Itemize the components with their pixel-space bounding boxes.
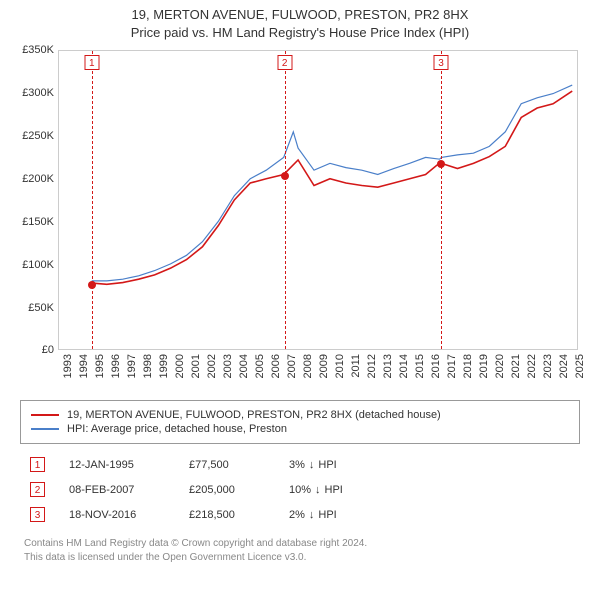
sale-hpi-suffix: HPI [318,459,336,471]
x-tick-label: 2014 [398,354,410,378]
x-tick-label: 1997 [126,354,138,378]
chart-title-block: 19, MERTON AVENUE, FULWOOD, PRESTON, PR2… [0,0,600,44]
sale-marker-box: 1 [84,55,99,70]
sale-price: £77,500 [189,459,289,471]
sale-marker-dot [437,160,445,168]
x-tick-label: 2010 [334,354,346,378]
sale-marker-vline [441,51,442,349]
legend-swatch [31,414,59,416]
x-tick-label: 2017 [446,354,458,378]
legend-box: 19, MERTON AVENUE, FULWOOD, PRESTON, PR2… [20,400,580,444]
sale-hpi-pct: 3% [289,459,305,471]
plot-area: 1 2 3 [58,50,578,350]
legend-item: 19, MERTON AVENUE, FULWOOD, PRESTON, PR2… [31,409,569,421]
sale-marker-box: 2 [277,55,292,70]
x-tick-label: 2020 [494,354,506,378]
x-tick-label: 2002 [206,354,218,378]
x-tick-label: 2001 [190,354,202,378]
sale-price: £218,500 [189,509,289,521]
sale-price: £205,000 [189,484,289,496]
arrow-down-icon: ↓ [309,509,315,521]
x-tick-label: 2012 [366,354,378,378]
footer-line-1: Contains HM Land Registry data © Crown c… [24,537,576,551]
legend-label: HPI: Average price, detached house, Pres… [67,423,287,435]
x-tick-label: 2003 [222,354,234,378]
x-tick-label: 2013 [382,354,394,378]
y-tick-label: £150K [10,216,54,228]
arrow-down-icon: ↓ [309,459,315,471]
x-tick-label: 1996 [110,354,122,378]
title-line-2: Price paid vs. HM Land Registry's House … [4,24,596,42]
x-tick-label: 2025 [574,354,586,378]
x-tick-label: 1999 [158,354,170,378]
x-tick-label: 2005 [254,354,266,378]
x-tick-label: 2023 [542,354,554,378]
x-tick-label: 1993 [62,354,74,378]
legend-item: HPI: Average price, detached house, Pres… [31,423,569,435]
sales-row: 2 08-FEB-2007£205,00010% ↓ HPI [20,477,580,502]
sale-date: 12-JAN-1995 [69,459,189,471]
title-line-1: 19, MERTON AVENUE, FULWOOD, PRESTON, PR2… [4,6,596,24]
y-tick-label: £250K [10,130,54,142]
sales-row: 3 18-NOV-2016£218,5002% ↓HPI [20,502,580,527]
footer-attribution: Contains HM Land Registry data © Crown c… [20,537,580,564]
sale-hpi-suffix: HPI [318,509,336,521]
sale-number-box: 1 [30,457,45,472]
series-line-hpi [92,85,573,281]
y-tick-label: £100K [10,259,54,271]
x-tick-label: 2009 [318,354,330,378]
y-tick-label: £50K [10,302,54,314]
sales-table: 112-JAN-1995£77,5003%↓HPI208-FEB-2007£20… [20,452,580,527]
legend-label: 19, MERTON AVENUE, FULWOOD, PRESTON, PR2… [67,409,441,421]
y-tick-label: £200K [10,173,54,185]
sales-row: 1 12-JAN-1995£77,5003% ↓HPI [20,452,580,477]
x-tick-label: 2015 [414,354,426,378]
x-tick-label: 2024 [558,354,570,378]
y-tick-label: £0 [10,344,54,356]
sale-number-box: 2 [30,482,45,497]
sale-number-box: 3 [30,507,45,522]
series-line-property [92,91,573,284]
sale-marker-vline [285,51,286,349]
sale-hpi-diff: 10% ↓ HPI [289,484,429,496]
sale-marker-dot [281,172,289,180]
x-tick-label: 1998 [142,354,154,378]
sale-marker-vline [92,51,93,349]
x-tick-label: 2016 [430,354,442,378]
x-tick-label: 2004 [238,354,250,378]
footer-line-2: This data is licensed under the Open Gov… [24,551,576,565]
legend-swatch [31,428,59,430]
x-tick-label: 2007 [286,354,298,378]
y-tick-label: £350K [10,44,54,56]
x-tick-label: 2008 [302,354,314,378]
sale-hpi-diff: 3% ↓HPI [289,459,429,471]
sale-hpi-diff: 2% ↓HPI [289,509,429,521]
sale-marker-box: 3 [434,55,449,70]
x-tick-label: 2018 [462,354,474,378]
chart-container: 1 2 3 £0 £50K £100K £150K £200K £250K £300K £350K… [10,44,590,394]
plot-svg [59,51,577,349]
arrow-down-icon: ↓ [315,484,321,496]
x-tick-label: 2022 [526,354,538,378]
x-tick-label: 2000 [174,354,186,378]
x-tick-label: 1995 [94,354,106,378]
y-tick-label: £300K [10,87,54,99]
sale-marker-dot [88,281,96,289]
sale-hpi-pct: 10% [289,484,311,496]
sale-date: 18-NOV-2016 [69,509,189,521]
x-tick-label: 2021 [510,354,522,378]
x-tick-label: 2019 [478,354,490,378]
x-tick-label: 1994 [78,354,90,378]
sale-hpi-pct: 2% [289,509,305,521]
sale-date: 08-FEB-2007 [69,484,189,496]
x-tick-label: 2006 [270,354,282,378]
sale-hpi-suffix: HPI [325,484,343,496]
x-tick-label: 2011 [350,354,362,378]
